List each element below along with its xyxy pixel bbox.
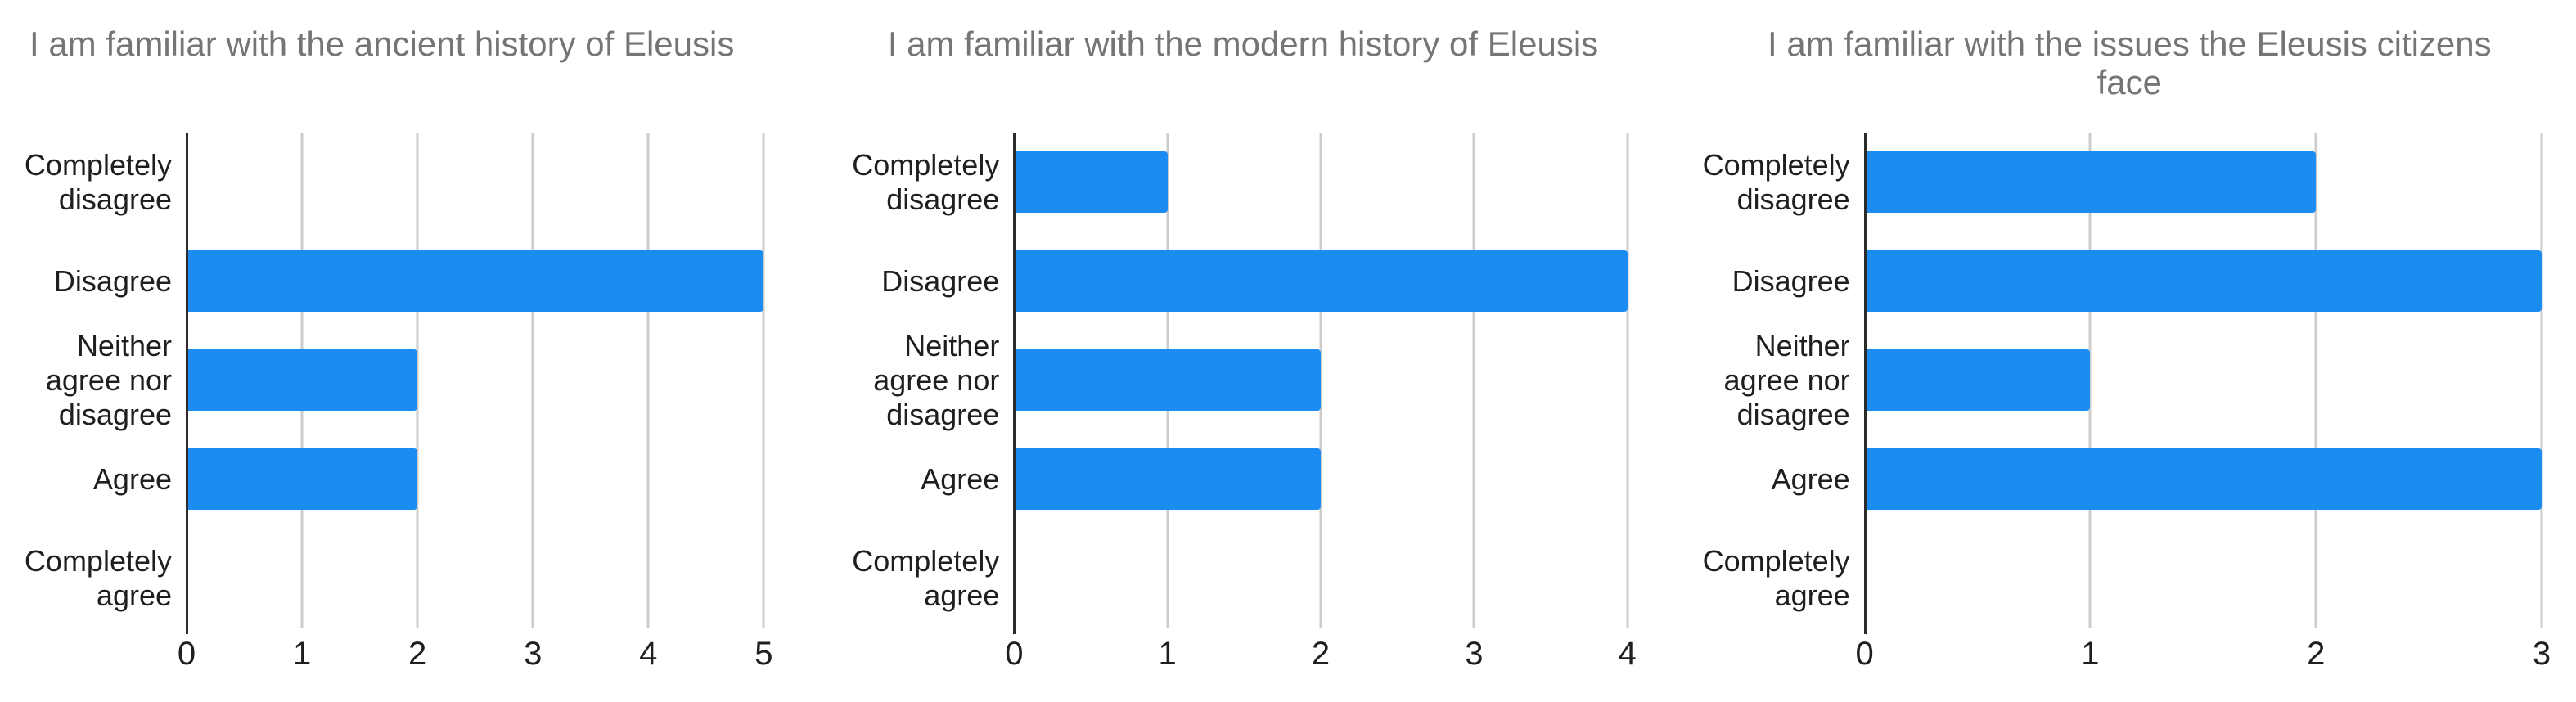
bar-agree xyxy=(1864,448,2542,510)
bar-disagree xyxy=(1014,250,1628,312)
category-row: Completely disagree xyxy=(0,133,187,232)
category-row: Completely disagree xyxy=(1703,133,1865,232)
x-tick-label: 2 xyxy=(2307,636,2326,672)
gridline xyxy=(1319,133,1322,628)
x-tick-label: 2 xyxy=(408,636,427,672)
bar-disagree xyxy=(187,250,764,312)
chart-title: I am familiar with the issues the Eleusi… xyxy=(1767,25,2492,101)
gridline xyxy=(762,133,765,628)
x-tick-label: 5 xyxy=(754,636,773,672)
plot-area: 0 1 2 3 4 5 xyxy=(178,133,772,672)
x-tick-label: 3 xyxy=(524,636,543,672)
x-tick-label: 2 xyxy=(1311,636,1331,672)
category-label: Disagree xyxy=(53,263,172,298)
chart-modern-history: I am familiar with the modern history of… xyxy=(852,0,1717,702)
x-tick-label: 4 xyxy=(1618,636,1637,672)
gridline xyxy=(2314,133,2317,628)
x-tick-label: 3 xyxy=(2532,636,2551,672)
y-axis-labels: Completely disagree Disagree Neither agree… xyxy=(0,133,187,628)
chart-title: I am familiar with the modern history of… xyxy=(887,25,1599,63)
y-axis-line xyxy=(186,133,188,634)
plot-area: 0 1 2 3 4 xyxy=(1005,133,1637,672)
category-label: Completely agree xyxy=(24,543,172,612)
category-row: Neither agree nor disagree xyxy=(1718,329,1865,431)
plot-row: Completely disagree Disagree Neither agree… xyxy=(1703,133,2576,672)
category-label: Neither agree nor disagree xyxy=(873,328,1000,431)
gridline xyxy=(1626,133,1629,628)
y-axis-labels: Completely disagree Disagree Neither agree… xyxy=(1703,133,1865,628)
category-row: Neither agree nor disagree xyxy=(0,328,187,431)
x-tick-label: 0 xyxy=(1005,636,1024,672)
category-label: Neither agree nor disagree xyxy=(45,328,172,431)
plot-area: 0 1 2 3 xyxy=(1856,133,2551,672)
chart-ancient-history: I am familiar with the ancient history o… xyxy=(0,0,858,702)
plot-row: Completely disagree Disagree Neither agree… xyxy=(852,133,1717,672)
category-row: Agree xyxy=(0,430,187,529)
plot-row: Completely disagree Disagree Neither agree… xyxy=(0,133,858,672)
y-axis-line xyxy=(1013,133,1016,634)
category-label: Completely disagree xyxy=(1702,147,1850,216)
category-row: Disagree xyxy=(858,232,1014,331)
category-label: Agree xyxy=(92,461,172,496)
category-label: Completely disagree xyxy=(852,147,1000,216)
category-row: Disagree xyxy=(1718,232,1865,331)
bar-completely-disagree xyxy=(1014,151,1168,213)
x-tick-label: 4 xyxy=(639,636,658,672)
category-row: Agree xyxy=(1718,430,1865,529)
category-label: Completely agree xyxy=(1702,543,1850,612)
gridline xyxy=(416,133,419,628)
gridline xyxy=(1472,133,1475,628)
category-label: Neither agree nor disagree xyxy=(1723,328,1850,431)
gridline xyxy=(531,133,534,628)
chart-citizen-issues: I am familiar with the issues the Eleusi… xyxy=(1703,0,2576,702)
y-axis-labels: Completely disagree Disagree Neither agree… xyxy=(852,133,1014,628)
category-label: Disagree xyxy=(1732,263,1850,298)
category-label: Agree xyxy=(921,461,1000,496)
x-tick-label: 1 xyxy=(292,636,312,672)
y-axis-line xyxy=(1863,133,1867,634)
bar-completely-disagree xyxy=(1864,151,2317,213)
bar-neither-agree-nor-disagree xyxy=(1864,349,2091,411)
chart-title: I am familiar with the ancient history o… xyxy=(29,25,735,63)
category-label: Agree xyxy=(1771,461,1850,496)
category-row: Agree xyxy=(858,430,1014,529)
x-tick-label: 1 xyxy=(1158,636,1177,672)
category-row: Completely agree xyxy=(0,529,187,628)
bar-disagree xyxy=(1864,250,2542,312)
category-label: Completely disagree xyxy=(24,147,172,216)
bar-neither-agree-nor-disagree xyxy=(187,349,418,411)
gridline xyxy=(646,133,650,628)
bar-neither-agree-nor-disagree xyxy=(1014,349,1321,411)
x-tick-label: 0 xyxy=(1855,636,1874,672)
category-row: Completely agree xyxy=(1703,529,1865,628)
x-tick-label: 1 xyxy=(2081,636,2100,672)
x-tick-label: 3 xyxy=(1465,636,1484,672)
bar-agree xyxy=(187,448,418,510)
category-row: Disagree xyxy=(0,232,187,331)
category-row: Neither agree nor disagree xyxy=(858,329,1014,431)
category-row: Completely disagree xyxy=(852,133,1014,232)
category-label: Disagree xyxy=(881,263,1000,298)
bar-agree xyxy=(1014,448,1321,510)
gridline xyxy=(2540,133,2543,628)
x-tick-label: 0 xyxy=(177,636,196,672)
category-row: Completely agree xyxy=(852,529,1014,628)
gridline xyxy=(2088,133,2092,628)
category-label: Completely agree xyxy=(852,543,1000,612)
